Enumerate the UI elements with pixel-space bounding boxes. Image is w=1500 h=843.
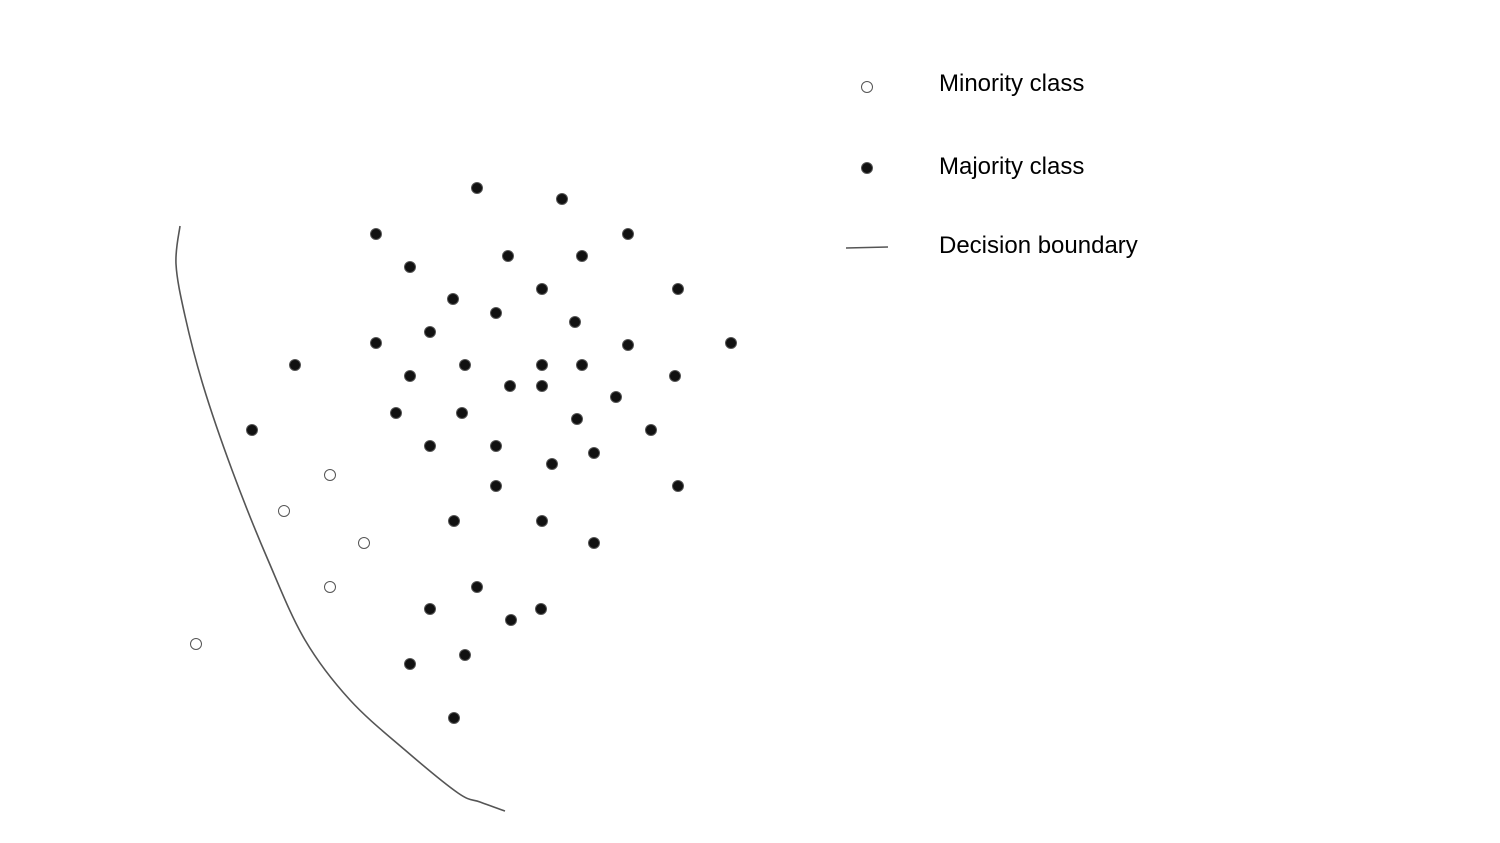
majority-point	[588, 447, 600, 459]
majority-point	[447, 293, 459, 305]
majority-point	[536, 359, 548, 371]
majority-point	[370, 337, 382, 349]
majority-point	[246, 424, 258, 436]
minority-point	[358, 537, 370, 549]
majority-point	[622, 228, 634, 240]
majority-point	[725, 337, 737, 349]
majority-point	[471, 581, 483, 593]
minority-point	[324, 469, 336, 481]
majority-point	[404, 658, 416, 670]
majority-point	[490, 440, 502, 452]
majority-point	[672, 480, 684, 492]
majority-point	[505, 614, 517, 626]
majority-point	[535, 603, 547, 615]
majority-point	[404, 370, 416, 382]
majority-point	[471, 182, 483, 194]
majority-point	[370, 228, 382, 240]
majority-point	[448, 712, 460, 724]
majority-point	[588, 537, 600, 549]
majority-point	[645, 424, 657, 436]
majority-point	[490, 307, 502, 319]
majority-point	[404, 261, 416, 273]
majority-point	[622, 339, 634, 351]
majority-point	[459, 359, 471, 371]
legend: Minority class Majority class Decision b…	[845, 70, 1138, 259]
minority-point	[324, 581, 336, 593]
majority-point	[424, 603, 436, 615]
legend-boundary-label: Decision boundary	[939, 232, 1138, 259]
legend-majority-label: Majority class	[939, 153, 1084, 180]
majority-point	[569, 316, 581, 328]
majority-point	[556, 193, 568, 205]
majority-point	[448, 515, 460, 527]
majority-point	[546, 458, 558, 470]
majority-point	[576, 250, 588, 262]
majority-point	[289, 359, 301, 371]
majority-point	[490, 480, 502, 492]
minority-point	[278, 505, 290, 517]
majority-point	[610, 391, 622, 403]
majority-point	[502, 250, 514, 262]
majority-point	[576, 359, 588, 371]
majority-point	[571, 413, 583, 425]
majority-point	[536, 380, 548, 392]
decision-boundary-curve	[175, 225, 506, 812]
legend-boundary-line	[845, 246, 889, 249]
majority-point	[536, 515, 548, 527]
majority-point	[669, 370, 681, 382]
majority-point	[672, 283, 684, 295]
minority-point	[190, 638, 202, 650]
majority-point	[424, 326, 436, 338]
majority-point	[504, 380, 516, 392]
majority-point	[390, 407, 402, 419]
scatter-plot	[175, 182, 737, 812]
majority-point	[536, 283, 548, 295]
legend-minority-marker	[861, 81, 873, 93]
majority-point	[456, 407, 468, 419]
majority-point	[459, 649, 471, 661]
legend-minority-label: Minority class	[939, 70, 1084, 97]
data-points	[190, 182, 737, 724]
legend-majority-marker	[861, 162, 873, 174]
majority-point	[424, 440, 436, 452]
